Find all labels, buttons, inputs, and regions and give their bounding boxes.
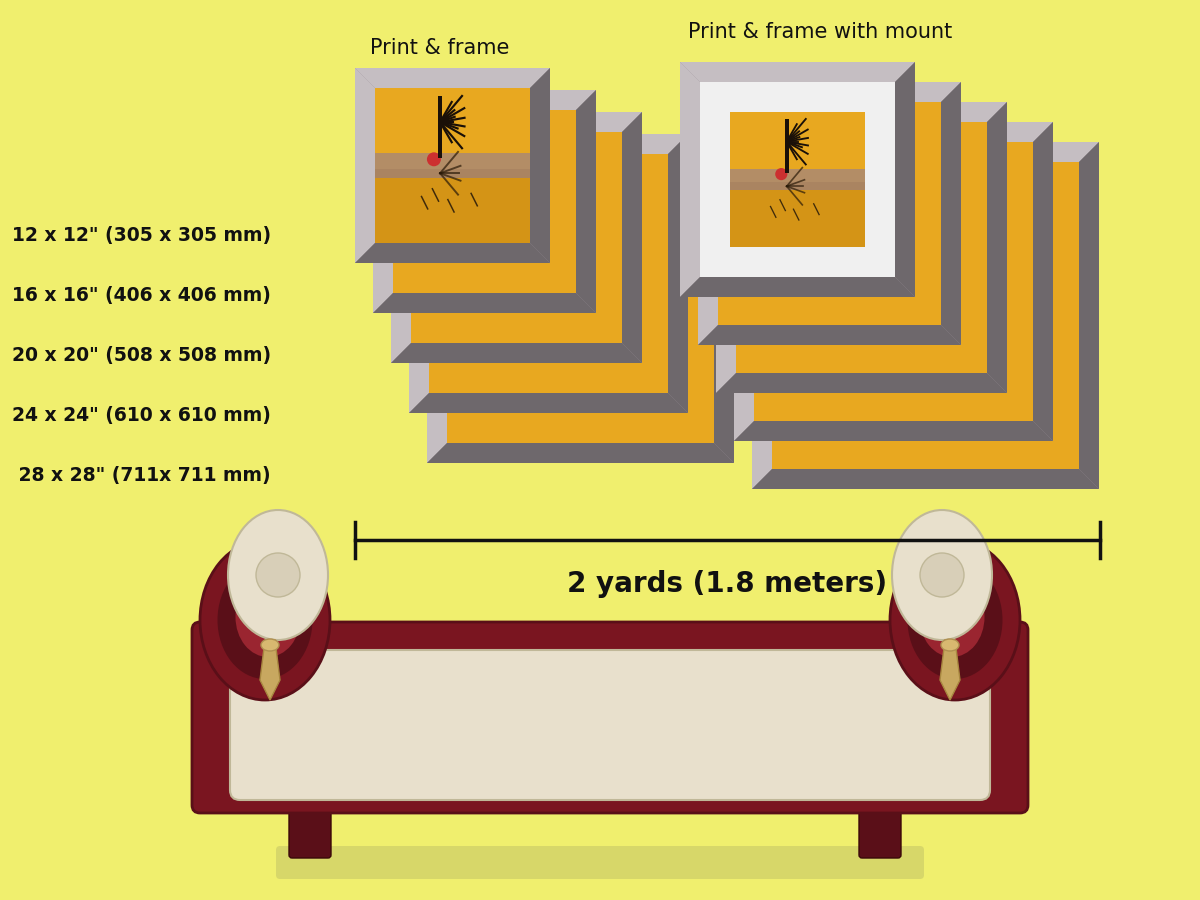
Bar <box>785 119 788 173</box>
Polygon shape <box>427 156 446 463</box>
Polygon shape <box>986 102 1007 393</box>
Polygon shape <box>427 443 734 463</box>
Text: 24 x 24" (610 x 610 mm): 24 x 24" (610 x 610 mm) <box>12 406 271 425</box>
Bar <box>772 162 1079 469</box>
Bar <box>446 176 714 443</box>
Polygon shape <box>1079 142 1099 489</box>
Polygon shape <box>427 156 734 176</box>
Bar <box>730 112 865 247</box>
Ellipse shape <box>228 510 328 640</box>
Polygon shape <box>698 82 718 345</box>
Bar <box>752 142 1099 489</box>
Bar <box>430 154 668 393</box>
Polygon shape <box>409 134 430 413</box>
Bar <box>374 168 530 243</box>
Polygon shape <box>698 325 961 345</box>
Circle shape <box>427 152 440 166</box>
Polygon shape <box>622 112 642 363</box>
Bar <box>734 122 1054 441</box>
Polygon shape <box>1033 122 1054 441</box>
Polygon shape <box>940 640 960 700</box>
Polygon shape <box>941 82 961 345</box>
Polygon shape <box>752 469 1099 489</box>
Polygon shape <box>752 142 772 489</box>
Ellipse shape <box>262 639 278 651</box>
Polygon shape <box>373 90 596 110</box>
Bar <box>736 122 986 373</box>
Polygon shape <box>373 90 394 313</box>
Polygon shape <box>409 393 688 413</box>
Polygon shape <box>355 68 374 263</box>
Polygon shape <box>668 134 688 413</box>
Polygon shape <box>895 62 916 297</box>
Text: 16 x 16" (406 x 406 mm): 16 x 16" (406 x 406 mm) <box>12 285 271 304</box>
Circle shape <box>920 553 964 597</box>
Bar <box>427 156 734 463</box>
Polygon shape <box>373 293 596 313</box>
Polygon shape <box>576 90 596 313</box>
Polygon shape <box>680 277 916 297</box>
Bar <box>374 153 530 178</box>
Bar <box>700 82 895 277</box>
Bar <box>730 182 865 247</box>
FancyBboxPatch shape <box>859 792 901 858</box>
Bar <box>716 102 1007 393</box>
FancyBboxPatch shape <box>192 622 1028 813</box>
Circle shape <box>775 168 787 180</box>
Polygon shape <box>680 62 916 82</box>
FancyBboxPatch shape <box>276 846 924 879</box>
Bar <box>374 88 530 243</box>
Bar <box>680 62 916 297</box>
Polygon shape <box>714 156 734 463</box>
Polygon shape <box>752 142 1099 162</box>
Polygon shape <box>734 421 1054 441</box>
Ellipse shape <box>200 540 330 700</box>
Polygon shape <box>391 343 642 363</box>
Bar <box>718 102 941 325</box>
Ellipse shape <box>919 577 984 657</box>
Bar <box>373 90 596 313</box>
Ellipse shape <box>892 510 992 640</box>
Polygon shape <box>530 68 550 263</box>
Circle shape <box>256 553 300 597</box>
Text: Print & frame with mount: Print & frame with mount <box>688 22 952 42</box>
Bar <box>730 168 865 190</box>
Text: 12 x 12" (305 x 305 mm): 12 x 12" (305 x 305 mm) <box>12 226 271 245</box>
Polygon shape <box>260 640 280 700</box>
Text: 28 x 28" (711x 711 mm): 28 x 28" (711x 711 mm) <box>12 465 271 484</box>
Bar <box>698 82 961 345</box>
Polygon shape <box>355 68 550 88</box>
Polygon shape <box>698 82 961 102</box>
Polygon shape <box>391 112 642 132</box>
Bar <box>394 110 576 293</box>
FancyBboxPatch shape <box>230 650 990 800</box>
Ellipse shape <box>217 561 312 679</box>
Polygon shape <box>716 373 1007 393</box>
Polygon shape <box>680 62 700 297</box>
Polygon shape <box>409 134 688 154</box>
Ellipse shape <box>941 639 959 651</box>
Bar <box>410 132 622 343</box>
Ellipse shape <box>235 577 300 657</box>
Polygon shape <box>716 102 736 393</box>
Ellipse shape <box>907 561 1002 679</box>
Text: Print & frame: Print & frame <box>371 38 510 58</box>
Bar <box>391 112 642 363</box>
Polygon shape <box>734 122 1054 142</box>
Bar <box>409 134 688 413</box>
Polygon shape <box>734 122 754 441</box>
Text: 2 yards (1.8 meters): 2 yards (1.8 meters) <box>568 570 888 598</box>
Polygon shape <box>716 102 1007 122</box>
Bar <box>438 95 443 158</box>
FancyBboxPatch shape <box>289 792 331 858</box>
Bar <box>355 68 550 263</box>
Text: 20 x 20" (508 x 508 mm): 20 x 20" (508 x 508 mm) <box>12 346 271 365</box>
Polygon shape <box>355 243 550 263</box>
Polygon shape <box>391 112 410 363</box>
Bar <box>754 142 1033 421</box>
Ellipse shape <box>890 540 1020 700</box>
